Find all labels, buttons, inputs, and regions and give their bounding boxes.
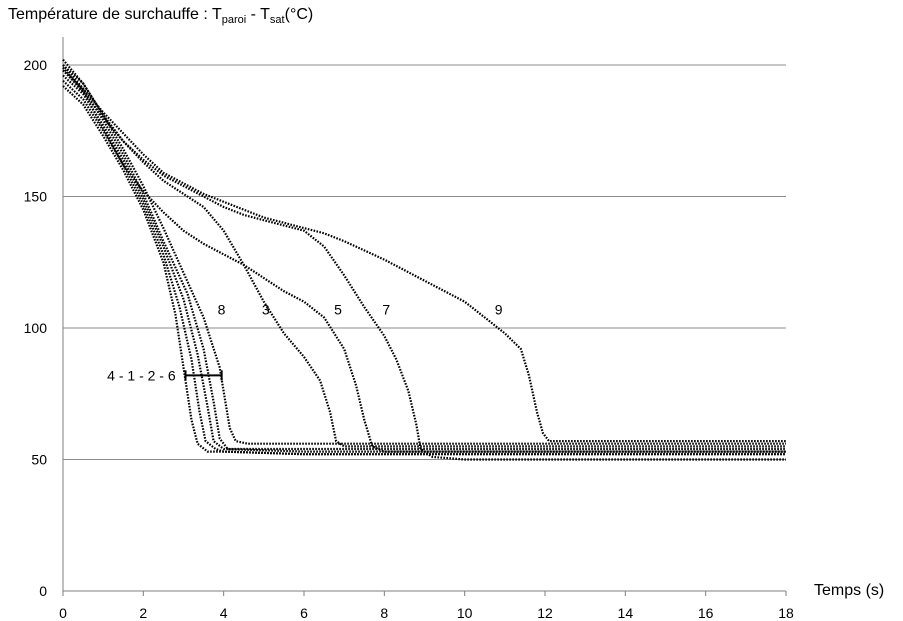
axes	[62, 37, 787, 596]
y-tick-label-50: 50	[31, 452, 47, 468]
x-tick-label-14: 14	[618, 605, 634, 621]
series-annotation-2: 3	[262, 302, 270, 318]
title-middle: - T	[246, 6, 270, 23]
x-tick-label-16: 16	[698, 605, 714, 621]
x-tick-label-2: 2	[139, 605, 147, 621]
series-line-6	[62, 69, 786, 451]
series-annotation-5: 9	[495, 302, 503, 318]
x-tick-label-0: 0	[59, 605, 67, 621]
x-tick-label-18: 18	[778, 605, 794, 621]
series-line-4	[62, 85, 786, 456]
tick-labels: 0 50 100 150 200 0 2 4 6 8 10 12 14 16 18	[24, 57, 794, 621]
series-line-1	[62, 79, 786, 456]
x-tick-label-10: 10	[457, 605, 473, 621]
grid-lines	[63, 64, 786, 460]
title-sub-sat: sat	[269, 14, 285, 26]
x-tick-label-8: 8	[380, 605, 388, 621]
y-tick-label-150: 150	[24, 189, 48, 205]
series-annotation-3: 5	[334, 302, 342, 318]
series-annotation-0: 4 - 1 - 2 - 6	[107, 367, 176, 383]
title-suffix: (°C)	[284, 6, 314, 23]
title-sub-paroi: paroi	[221, 14, 247, 26]
chart-title: Température de surchauffe : Tparoi - Tsa…	[8, 6, 313, 26]
x-axis-label: Temps (s)	[814, 582, 885, 599]
x-tick-label-4: 4	[220, 605, 228, 621]
series-annotation-1: 8	[218, 302, 226, 318]
y-tick-label-100: 100	[24, 320, 48, 336]
series-line-8	[62, 64, 786, 445]
y-tick-label-0: 0	[39, 583, 47, 599]
x-tick-label-12: 12	[537, 605, 553, 621]
series-line-9	[62, 64, 786, 443]
annotations: 4 - 1 - 2 - 6 8 3 5 7 9	[107, 302, 503, 384]
series-line-5	[62, 66, 786, 453]
title-prefix: Température de surchauffe : T	[8, 6, 222, 23]
data-series	[62, 58, 786, 461]
series-line-2	[62, 74, 786, 453]
series-line-3	[62, 58, 786, 448]
x-tick-label-6: 6	[300, 605, 308, 621]
series-annotation-4: 7	[382, 302, 390, 318]
y-tick-label-200: 200	[24, 57, 48, 73]
